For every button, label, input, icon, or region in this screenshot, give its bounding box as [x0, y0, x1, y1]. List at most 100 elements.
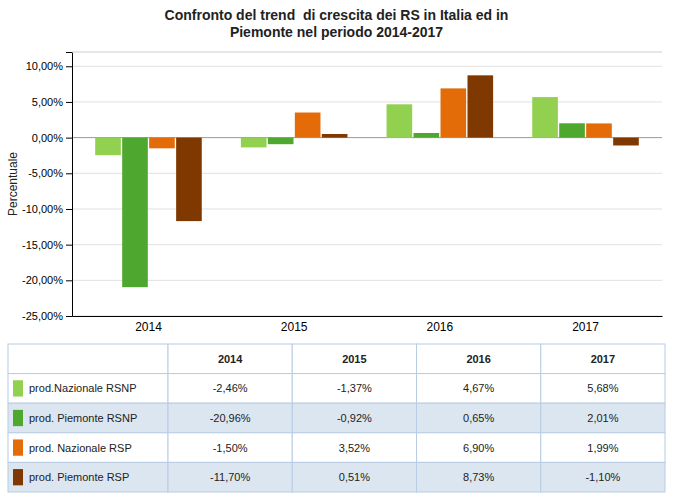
y-tick: -25,00%	[22, 310, 72, 322]
grid-line	[72, 173, 662, 174]
legend-entry: prod. Piemonte RSP	[29, 471, 129, 483]
y-tick: 5,00%	[32, 96, 72, 108]
x-tick-label: 2015	[281, 320, 308, 334]
legend-entry: prod. Piemonte RSNP	[29, 412, 137, 424]
grid-line	[72, 280, 662, 281]
bar	[295, 113, 321, 138]
x-tick-label: 2014	[135, 320, 162, 334]
table-cell	[8, 344, 168, 374]
y-tick-label: -15,00%	[22, 239, 63, 251]
plot-frame-top	[72, 52, 662, 53]
table-cell	[168, 403, 292, 433]
table-cell	[541, 462, 665, 492]
table-value: -1,37%	[337, 382, 372, 394]
bar	[559, 123, 585, 137]
y-tick: -5,00%	[28, 167, 72, 179]
table-value: 1,99%	[587, 442, 618, 454]
bar	[414, 133, 440, 138]
table-cell	[541, 374, 665, 404]
table-cell	[541, 433, 665, 463]
table-cell	[292, 403, 416, 433]
bar	[441, 88, 467, 137]
x-tick: 2017	[572, 320, 599, 334]
bar	[95, 138, 121, 156]
y-tick-mark	[66, 245, 72, 246]
table-header: 2016	[466, 353, 490, 365]
y-tick: -10,00%	[22, 203, 72, 215]
table-value: -1,50%	[213, 442, 248, 454]
title: Confronto del trend di crescita dei RS i…	[165, 7, 509, 40]
title-line: Confronto del trend di crescita dei RS i…	[165, 7, 509, 23]
legend-swatch	[13, 410, 23, 426]
y-tick: -20,00%	[22, 274, 72, 286]
grid-line	[72, 66, 662, 67]
y-tick-mark	[66, 173, 72, 174]
table-cell	[8, 462, 168, 492]
bar	[149, 138, 175, 149]
bar-series	[122, 123, 585, 287]
bar-series	[176, 75, 639, 221]
legend-entry: prod.Nazionale RSNP	[29, 382, 137, 394]
y-tick-label: 10,00%	[26, 60, 64, 72]
y-tick: 10,00%	[26, 60, 72, 72]
y-tick-label: -5,00%	[28, 167, 63, 179]
table-header: 2017	[591, 353, 615, 365]
y-tick-label: 0,00%	[32, 132, 63, 144]
table-value: 0,51%	[339, 471, 370, 483]
table-value: -0,92%	[337, 412, 372, 424]
x-tick: 2014	[135, 320, 162, 334]
table-value: 5,68%	[587, 382, 618, 394]
x-axis-line	[73, 316, 663, 317]
y-tick-mark	[66, 138, 72, 139]
table-value: 8,73%	[463, 471, 494, 483]
y-tick-mark	[66, 280, 72, 281]
table-cell	[8, 433, 168, 463]
y-axis: -25,00% -20,00% -15,00% -10,00% -5,00% 0,00% 5…	[22, 53, 72, 323]
legend-swatch	[13, 439, 23, 455]
grid-line	[72, 208, 662, 209]
title-line: Piemonte nel periodo 2014-2017	[230, 24, 443, 40]
table-cell	[417, 433, 541, 463]
bar	[387, 104, 413, 137]
table-cell	[417, 344, 541, 374]
y-tick: 0,00%	[32, 132, 72, 144]
table-cell	[168, 374, 292, 404]
grid	[72, 66, 662, 316]
y-tick-label: -20,00%	[22, 274, 63, 286]
table-cell	[8, 403, 168, 433]
table-value: -11,70%	[210, 471, 250, 483]
bar	[176, 138, 202, 221]
table-value: -2,46%	[213, 382, 248, 394]
bar	[613, 138, 639, 146]
bars	[95, 75, 639, 287]
table-cell	[168, 433, 292, 463]
table-cell	[541, 344, 665, 374]
table-value: -20,96%	[210, 412, 251, 424]
x-axis: 2014 2015 2016 2017	[73, 317, 663, 334]
x-tick: 2016	[426, 320, 453, 334]
x-tick: 2015	[281, 320, 308, 334]
y-tick-label: -10,00%	[22, 203, 63, 215]
y-tick-mark	[66, 316, 72, 317]
bar	[532, 97, 558, 138]
table-cell	[417, 462, 541, 492]
y-axis-line	[66, 53, 73, 317]
y-tick: -15,00%	[22, 239, 72, 251]
bar	[268, 138, 294, 145]
table-value: -1,10%	[585, 471, 620, 483]
bar	[122, 138, 148, 288]
legend-swatch	[13, 469, 23, 485]
y-tick-mark	[66, 209, 72, 210]
table-cell	[292, 344, 416, 374]
table-cell	[168, 462, 292, 492]
table-value: 0,65%	[463, 412, 494, 424]
bar	[586, 123, 612, 137]
table-header: 2015	[342, 353, 366, 365]
table-cell	[8, 374, 168, 404]
table-cell	[417, 374, 541, 404]
grid-line	[72, 316, 662, 317]
bar	[322, 134, 348, 138]
x-tick-label: 2017	[572, 320, 599, 334]
y-axis-title: Percentuale	[6, 152, 20, 216]
table-value: 3,52%	[339, 442, 370, 454]
